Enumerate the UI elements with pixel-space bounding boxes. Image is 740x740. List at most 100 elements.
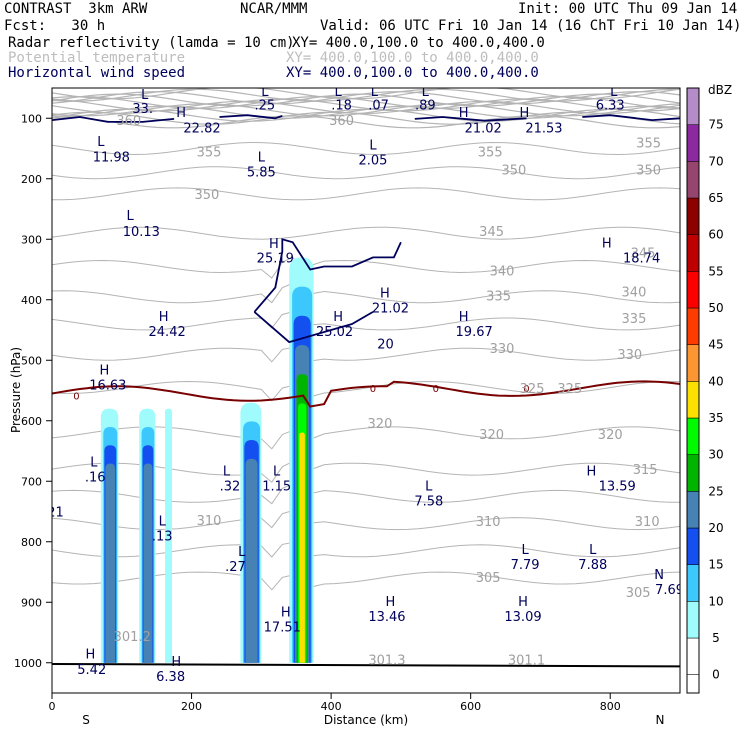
colorbar-swatch: [686, 491, 700, 529]
field-wind-xy: XY= 400.0,100.0 to 400.0,400.0: [286, 65, 539, 81]
extremum-mark: H: [85, 648, 95, 663]
colorbar-unit: dBZ: [708, 83, 732, 97]
wind-label: 21.02: [465, 121, 502, 136]
extremum-mark: L: [97, 135, 105, 150]
wind-contour-line: [219, 114, 283, 120]
y-axis-label: Pressure (hPa): [9, 347, 23, 433]
wind-label: 7.88: [578, 558, 607, 573]
colorbar-swatch: [686, 601, 700, 639]
theta-contour-line: [52, 95, 680, 110]
colorbar-label: 50: [708, 301, 723, 315]
theta-label: 310: [476, 515, 501, 530]
colorbar-label: 55: [708, 264, 723, 278]
theta-label: 320: [479, 428, 504, 443]
theta-contour-line: [52, 541, 680, 561]
x-tick-label: 200: [181, 700, 202, 713]
extremum-mark: L: [273, 464, 281, 479]
extremum-mark: H: [459, 310, 469, 325]
colorbar-label: 25: [708, 484, 723, 498]
wind-label: .25: [254, 98, 275, 113]
reflectivity-cell: [299, 432, 305, 663]
theta-label: 320: [368, 417, 393, 432]
theta-label: 355: [478, 146, 503, 161]
theta-label: 355: [636, 136, 661, 151]
wind-label: 21.53: [525, 121, 562, 136]
theta-contour-line: [52, 483, 680, 505]
theta-label: 340: [490, 265, 515, 280]
colorbar-swatch: [686, 161, 700, 199]
theta-label: 335: [622, 312, 647, 327]
extremum-mark: L: [371, 85, 379, 100]
y-tick-label: 600: [21, 415, 42, 428]
colorbar-label: 60: [708, 228, 723, 242]
wind-label: 2.05: [359, 153, 388, 168]
ground-line: [52, 662, 680, 668]
wind-label: 24.42: [149, 325, 186, 340]
reflectivity-cell: [165, 408, 173, 663]
extremum-mark: H: [99, 363, 109, 378]
theta-contour-line: [52, 93, 680, 107]
colorbar-label: 0: [712, 668, 720, 682]
freezing-level-line: [52, 380, 680, 408]
wind-label: 11.98: [93, 150, 130, 165]
y-tick-label: 900: [21, 596, 42, 609]
wind-label: 21.02: [372, 302, 409, 317]
field-theta-xy: XY= 400.0,100.0 to 400.0,400.0: [286, 50, 539, 66]
x-tick-label: 600: [460, 700, 481, 713]
theta-label: 310: [635, 515, 660, 530]
extremum-mark: L: [521, 543, 529, 558]
colorbar-label: 65: [708, 191, 723, 205]
freezing-level-label: 0: [433, 384, 439, 395]
extremum-mark: L: [422, 85, 430, 100]
theta-contour-line: [52, 256, 680, 279]
wind-label: .89: [415, 98, 436, 113]
theta-contour-line: [52, 108, 680, 122]
theta-label: 350: [636, 164, 661, 179]
wind-contour-line: [52, 116, 175, 123]
header-fcst: Fcst: 30 h: [4, 18, 106, 34]
extremum-mark: L: [223, 464, 231, 479]
theta-label: 360: [329, 114, 354, 129]
freezing-level-label: 0: [370, 384, 376, 395]
theta-contour-line: [52, 111, 680, 125]
theta-label: 305: [626, 586, 651, 601]
extremum-mark: H: [269, 237, 279, 252]
theta-label: 360: [116, 114, 141, 129]
wind-label: 6.33: [596, 98, 625, 113]
wind-label: 6.38: [156, 670, 185, 685]
colorbar-swatch: [686, 124, 700, 162]
freezing-level: 0 0 0 0: [52, 380, 680, 668]
field-reflectivity-name: Radar reflectivity (lamda = 10 cm): [8, 35, 295, 51]
extremum-mark: L: [258, 150, 266, 165]
extremum-mark: H: [380, 286, 390, 301]
wind-label: 13.46: [368, 610, 405, 625]
field-theta-name: Potential temperature: [8, 50, 186, 66]
colorbar-swatch: [686, 87, 700, 125]
y-tick-label: 300: [21, 233, 42, 246]
wind-label: 5.85: [247, 165, 276, 180]
header-model: CONTRAST 3km ARW: [4, 1, 148, 17]
colorbar-label: 20: [708, 521, 723, 535]
extremum-mark: L: [90, 455, 98, 470]
theta-label: 325: [557, 382, 582, 397]
extremum-mark: H: [159, 310, 169, 325]
y-tick-label: 500: [21, 354, 42, 367]
x-end-label-south: S: [82, 713, 90, 727]
wind-label: 19.67: [456, 325, 493, 340]
reflectivity-cell: [105, 463, 116, 663]
y-tick-label: 100: [21, 112, 42, 125]
extremum-mark: L: [159, 515, 167, 530]
wind-label: 25.02: [316, 325, 353, 340]
extremum-mark: H: [281, 605, 291, 620]
extremum-mark: H: [386, 595, 396, 610]
wind-label: .13: [152, 530, 173, 545]
reflectivity-cell: [143, 463, 153, 663]
colorbar-swatch: [686, 637, 700, 675]
colorbar-swatch: [686, 674, 700, 694]
reflectivity-cell: [245, 458, 258, 663]
theta-contour-line: [52, 115, 680, 129]
theta-contour-line: [52, 311, 680, 331]
x-axis-label: Distance (km): [324, 713, 408, 727]
theta-label: 301.3: [368, 654, 405, 669]
